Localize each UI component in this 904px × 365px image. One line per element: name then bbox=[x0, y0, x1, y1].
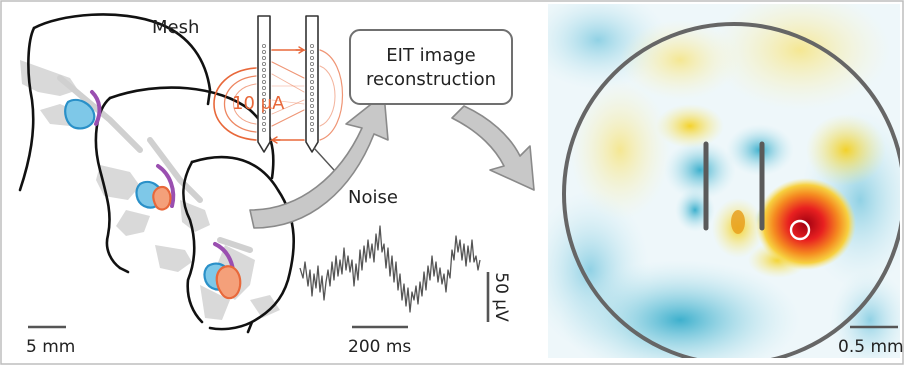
scale-label-image: 0.5 mm bbox=[838, 337, 904, 357]
noise-trace bbox=[299, 225, 481, 313]
target-marker bbox=[789, 219, 811, 241]
mesh-label: Mesh bbox=[152, 17, 199, 38]
scale-label-mesh: 5 mm bbox=[26, 337, 75, 357]
electrode-pair bbox=[213, 15, 344, 153]
noise-label: Noise bbox=[348, 187, 398, 208]
brain-slices bbox=[18, 13, 295, 334]
arrow-to-reconstruction bbox=[249, 93, 389, 229]
arrow-to-image bbox=[451, 105, 535, 191]
tank-boundary bbox=[562, 22, 900, 358]
scale-label-voltage: 50 μV bbox=[491, 272, 511, 322]
scale-label-time: 200 ms bbox=[348, 337, 411, 357]
eit-reconstruction-box bbox=[349, 29, 513, 105]
eit-box-label-line2: reconstruction bbox=[366, 69, 496, 90]
current-label: 10 μA bbox=[232, 93, 285, 114]
current-arcs bbox=[213, 46, 344, 144]
reconstruction-image-panel bbox=[548, 4, 900, 358]
eit-box-label-line1: EIT image bbox=[386, 45, 475, 66]
